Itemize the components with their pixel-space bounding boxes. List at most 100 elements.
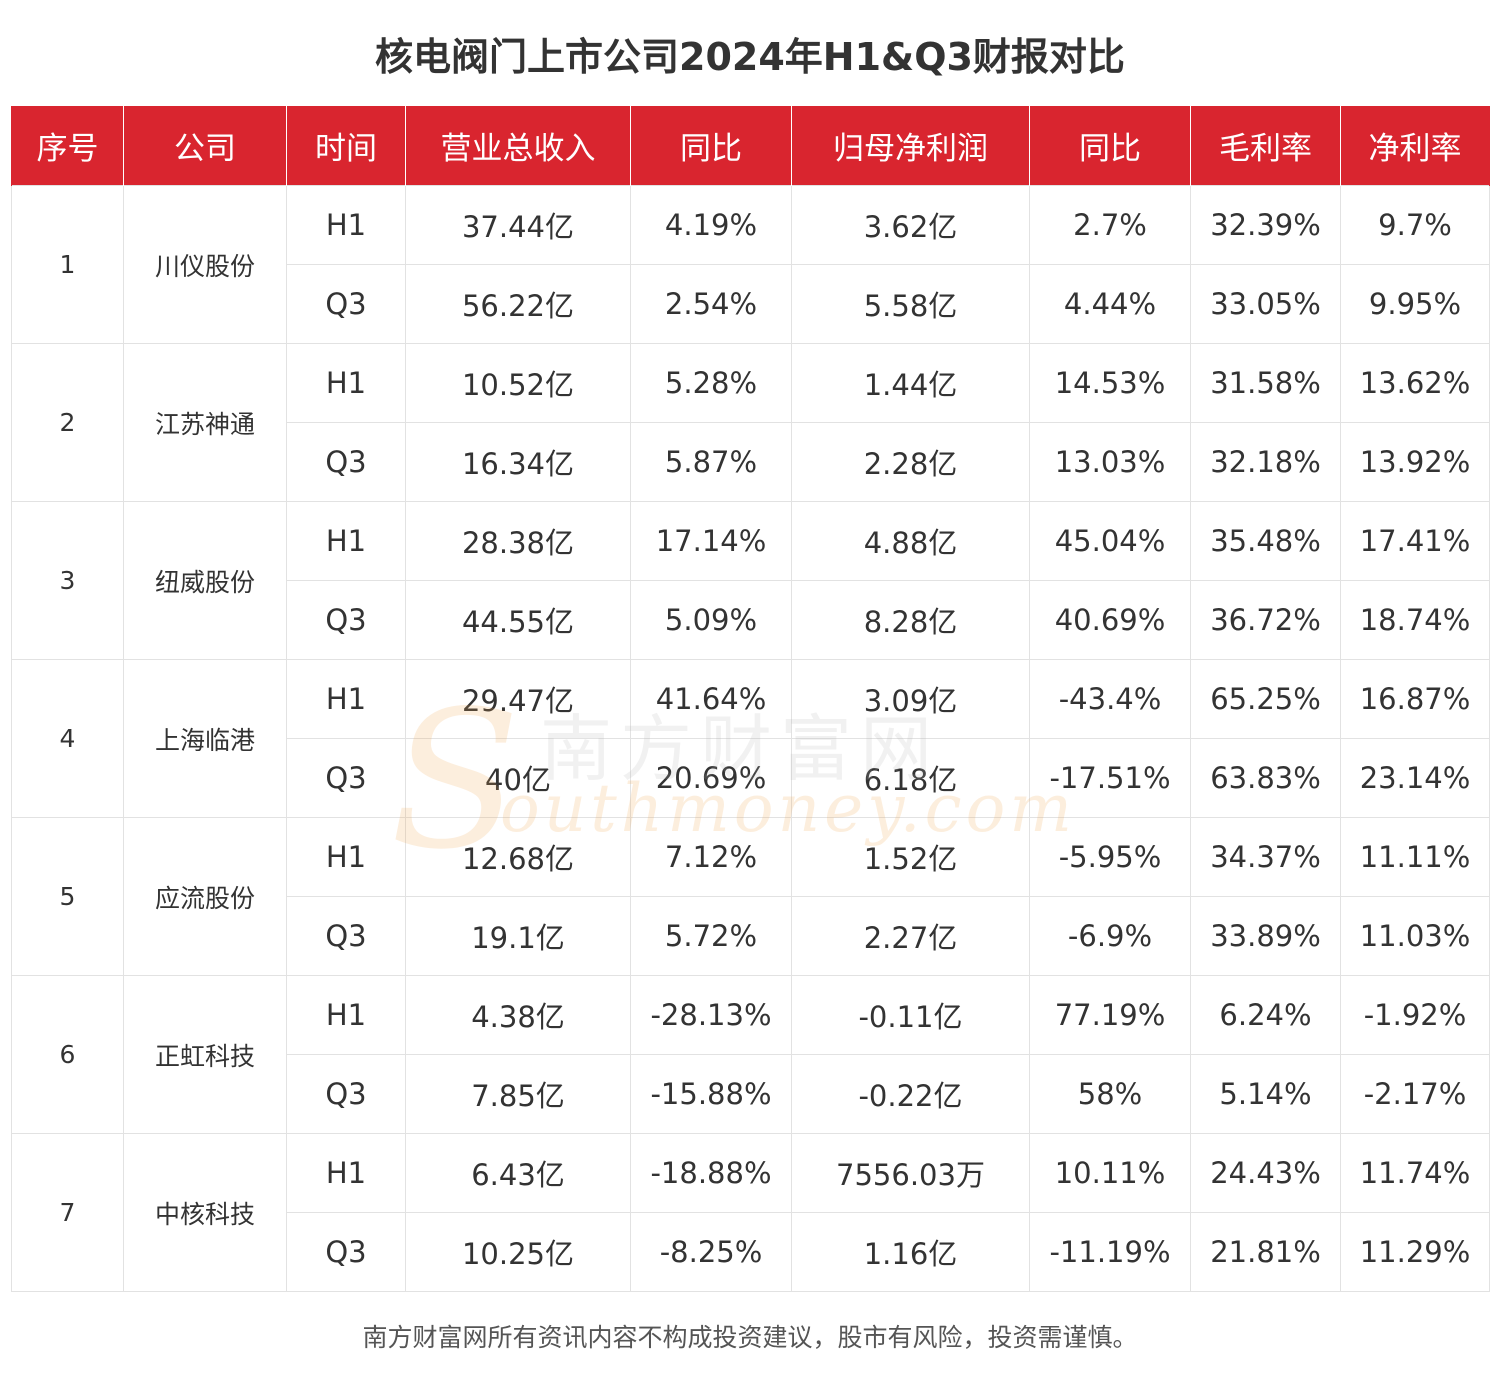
cell-revenue-yoy: 20.69% [630,738,792,818]
cell-gross-margin: 34.37% [1190,817,1341,897]
table-header-row: 序号 公司 时间 营业总收入 同比 归母净利润 同比 毛利率 净利率 [11,106,1490,186]
table-row: 3 纽威股份 H1 28.38亿 17.14% 4.88亿 45.04% 35.48% 17.4… [11,501,1490,660]
cell-revenue-yoy: 4.19% [630,185,792,265]
table-row: Q3 44.55亿 5.09% 8.28亿 40.69% 36.72% 18.74% [12,580,1490,660]
cell-revenue: 10.52亿 [405,343,631,423]
cell-net-profit: 1.16亿 [791,1212,1030,1292]
cell-index: 2 [11,343,124,502]
cell-net-margin: 13.62% [1340,343,1490,423]
table-row: Q3 40亿 20.69% 6.18亿 -17.51% 63.83% 23.14% [12,738,1490,818]
cell-period: H1 [286,975,406,1055]
cell-net-margin: 16.87% [1340,659,1490,739]
header-revenue-yoy: 同比 [630,106,792,186]
cell-company: 上海临港 [123,659,287,818]
cell-net-margin: 23.14% [1340,738,1490,818]
cell-index: 7 [11,1133,124,1292]
cell-gross-margin: 32.18% [1190,422,1341,502]
cell-index: 6 [11,975,124,1134]
cell-net-profit-yoy: 77.19% [1029,975,1191,1055]
cell-index: 4 [11,659,124,818]
cell-net-profit-yoy: -43.4% [1029,659,1191,739]
table-row: Q3 7.85亿 -15.88% -0.22亿 58% 5.14% -2.17% [12,1054,1490,1134]
cell-period: Q3 [286,1212,406,1292]
cell-revenue: 4.38亿 [405,975,631,1055]
header-company: 公司 [123,106,287,186]
cell-revenue: 44.55亿 [405,580,631,660]
cell-gross-margin: 5.14% [1190,1054,1341,1134]
cell-company: 川仪股份 [123,185,287,344]
cell-net-margin: -1.92% [1340,975,1490,1055]
cell-revenue-yoy: 2.54% [630,264,792,344]
cell-period: H1 [286,817,406,897]
cell-index: 3 [11,501,124,660]
cell-net-profit-yoy: 10.11% [1029,1133,1191,1213]
header-net-margin: 净利率 [1340,106,1490,186]
cell-net-margin: 11.03% [1340,896,1490,976]
cell-gross-margin: 33.89% [1190,896,1341,976]
cell-net-profit-yoy: -5.95% [1029,817,1191,897]
cell-gross-margin: 35.48% [1190,501,1341,581]
header-revenue: 营业总收入 [405,106,631,186]
cell-net-profit: -0.11亿 [791,975,1030,1055]
cell-net-profit-yoy: 2.7% [1029,185,1191,265]
cell-gross-margin: 33.05% [1190,264,1341,344]
cell-revenue: 56.22亿 [405,264,631,344]
cell-net-profit: 5.58亿 [791,264,1030,344]
header-gross-margin: 毛利率 [1190,106,1341,186]
cell-net-profit: 1.52亿 [791,817,1030,897]
table-row: 6 正虹科技 H1 4.38亿 -28.13% -0.11亿 77.19% 6.24% -1.9… [11,975,1490,1134]
cell-revenue: 10.25亿 [405,1212,631,1292]
header-period: 时间 [286,106,406,186]
cell-net-profit: 1.44亿 [791,343,1030,423]
cell-period: H1 [286,501,406,581]
cell-net-profit: 3.09亿 [791,659,1030,739]
financial-table: 序号 公司 时间 营业总收入 同比 归母净利润 同比 毛利率 净利率 1 川仪股份… [11,106,1490,1292]
page-title: 核电阀门上市公司2024年H1&Q3财报对比 [375,35,1125,79]
cell-gross-margin: 21.81% [1190,1212,1341,1292]
cell-net-profit: 2.27亿 [791,896,1030,976]
cell-gross-margin: 63.83% [1190,738,1341,818]
table-row: Q3 10.25亿 -8.25% 1.16亿 -11.19% 21.81% 11.29% [12,1212,1490,1292]
cell-period: Q3 [286,1054,406,1134]
table-row: Q3 16.34亿 5.87% 2.28亿 13.03% 32.18% 13.92% [12,422,1490,502]
cell-net-margin: 11.74% [1340,1133,1490,1213]
cell-revenue-yoy: 5.72% [630,896,792,976]
cell-revenue-yoy: -15.88% [630,1054,792,1134]
cell-period: H1 [286,1133,406,1213]
cell-net-profit: 3.62亿 [791,185,1030,265]
cell-net-profit-yoy: 45.04% [1029,501,1191,581]
table-row: 5 应流股份 H1 12.68亿 7.12% 1.52亿 -5.95% 34.37% 11.11… [11,817,1490,976]
cell-company: 纽威股份 [123,501,287,660]
cell-net-margin: 11.29% [1340,1212,1490,1292]
cell-revenue-yoy: -28.13% [630,975,792,1055]
table-row: 2 江苏神通 H1 10.52亿 5.28% 1.44亿 14.53% 31.58% 13.62… [11,343,1490,502]
cell-index: 5 [11,817,124,976]
cell-company: 应流股份 [123,817,287,976]
cell-net-profit: 2.28亿 [791,422,1030,502]
table-row: 1 川仪股份 H1 37.44亿 4.19% 3.62亿 2.7% 32.39% 9.7% [11,185,1490,344]
cell-gross-margin: 31.58% [1190,343,1341,423]
cell-company: 正虹科技 [123,975,287,1134]
cell-revenue-yoy: 7.12% [630,817,792,897]
cell-net-profit: 6.18亿 [791,738,1030,818]
cell-net-profit-yoy: -17.51% [1029,738,1191,818]
cell-revenue-yoy: 41.64% [630,659,792,739]
cell-period: H1 [286,185,406,265]
cell-net-profit-yoy: 14.53% [1029,343,1191,423]
cell-period: Q3 [286,580,406,660]
cell-net-profit: 8.28亿 [791,580,1030,660]
cell-revenue: 7.85亿 [405,1054,631,1134]
cell-revenue-yoy: 17.14% [630,501,792,581]
table-row: 7 中核科技 H1 6.43亿 -18.88% 7556.03万 10.11% 24.43% 1… [11,1133,1490,1292]
cell-gross-margin: 24.43% [1190,1133,1341,1213]
cell-net-profit: 4.88亿 [791,501,1030,581]
cell-net-profit: -0.22亿 [791,1054,1030,1134]
cell-net-profit-yoy: 40.69% [1029,580,1191,660]
cell-revenue: 6.43亿 [405,1133,631,1213]
cell-gross-margin: 36.72% [1190,580,1341,660]
cell-net-margin: 11.11% [1340,817,1490,897]
cell-net-profit: 7556.03万 [791,1133,1030,1213]
cell-period: Q3 [286,264,406,344]
header-net-profit: 归母净利润 [791,106,1030,186]
cell-net-margin: 18.74% [1340,580,1490,660]
